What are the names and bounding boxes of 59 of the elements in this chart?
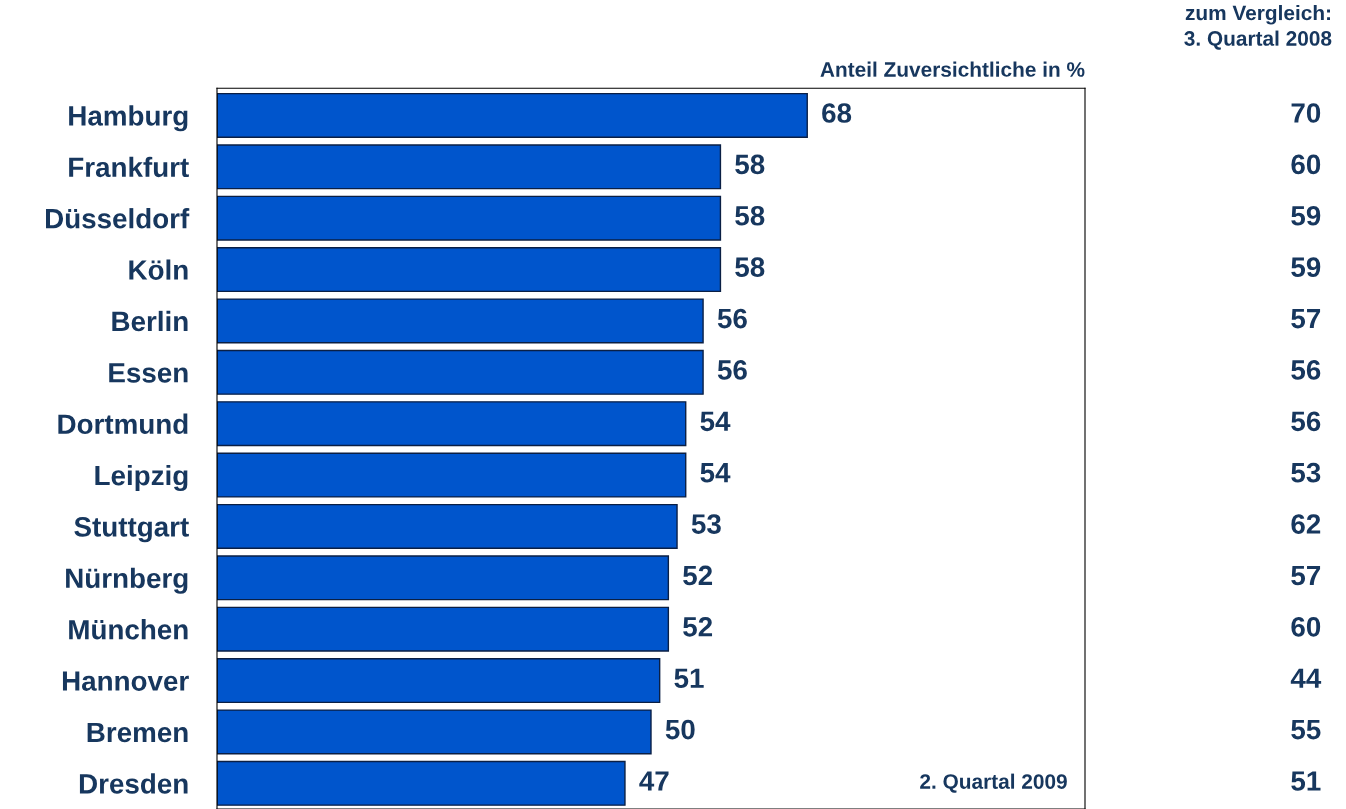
bar (217, 401, 687, 447)
data-label: 54 (700, 411, 731, 432)
data-label: 51 (674, 668, 704, 689)
text: 70 (1291, 103, 1321, 123)
bar (217, 658, 661, 704)
annotation: 2. Quartal 2009 (920, 773, 1067, 793)
text: 44 (1290, 668, 1322, 688)
bar (217, 503, 678, 549)
y-tick-label: Hamburg (69, 105, 188, 132)
text: 60 (1291, 616, 1321, 637)
text: 56 (1291, 411, 1321, 432)
text: 60 (1291, 154, 1321, 175)
bar (217, 298, 704, 344)
bar (217, 555, 670, 601)
text: 59 (1291, 205, 1321, 226)
y-tick-label: Stuttgart (74, 517, 189, 543)
text: 53 (1291, 462, 1321, 483)
bar (217, 144, 722, 190)
text: 57 (1291, 308, 1321, 329)
data-label: 58 (735, 154, 765, 175)
data-label: 56 (717, 308, 747, 329)
text: zum Vergleich: 3. Quartal 2008 (1184, 5, 1332, 50)
y-tick-label: Essen (109, 363, 188, 383)
y-tick-label: Leipzig (95, 464, 188, 491)
text: 59 (1291, 257, 1321, 277)
bar (217, 349, 704, 395)
data-label: 47 (639, 771, 669, 791)
y-tick-label: Nürnberg (66, 567, 188, 594)
bar (217, 606, 670, 652)
text: 56 (1291, 360, 1321, 380)
x-axis-title: Anteil Zuversichtliche in % (820, 61, 1085, 77)
data-label: 58 (735, 205, 765, 226)
data-label: 53 (691, 514, 721, 534)
bar (217, 247, 722, 293)
data-label: 54 (700, 463, 731, 483)
bar (217, 195, 722, 241)
text: 55 (1291, 720, 1321, 740)
data-label: 52 (683, 616, 713, 637)
bar (217, 452, 687, 498)
text: 57 (1291, 565, 1321, 586)
data-label: 56 (717, 360, 747, 380)
bar (217, 92, 808, 138)
data-label: 68 (822, 103, 852, 123)
bar (217, 709, 652, 755)
text: 62 (1291, 514, 1321, 534)
y-tick-label: Düsseldorf (46, 208, 190, 229)
y-tick-label: Dresden (79, 773, 188, 794)
data-label: 58 (735, 257, 765, 277)
y-tick-label: Frankfurt (69, 156, 189, 178)
y-tick-label: Hannover (62, 671, 189, 691)
data-label: 50 (665, 719, 695, 740)
data-label: 52 (683, 565, 713, 586)
y-tick-label: Köln (129, 259, 188, 280)
y-tick-label: Berlin (112, 310, 188, 332)
y-tick-label: München (69, 619, 188, 640)
y-tick-label: Dortmund (58, 413, 188, 435)
y-tick-label: Bremen (87, 722, 188, 743)
bar (217, 760, 626, 806)
text: 51 (1291, 771, 1321, 791)
